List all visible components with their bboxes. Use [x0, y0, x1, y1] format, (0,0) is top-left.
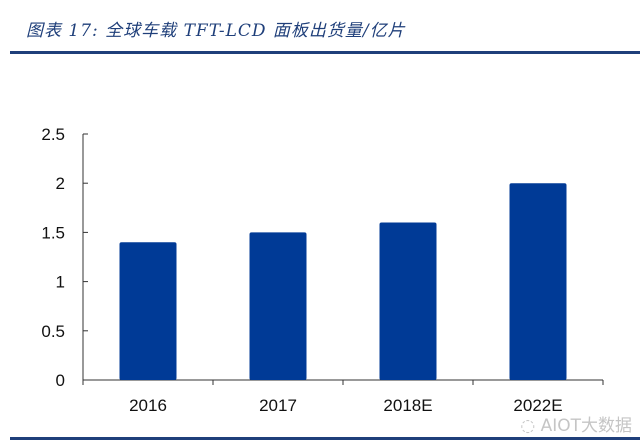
- chart-title: 图表 17: 全球车载 TFT-LCD 面板出货量/亿片: [26, 21, 406, 41]
- watermark-logo: ◌ AIOT大数据: [520, 416, 632, 436]
- y-tick-label: 2: [56, 174, 65, 193]
- bar-2016: [119, 242, 177, 380]
- watermark-text: AIOT大数据: [540, 416, 632, 436]
- footer-rule: [10, 437, 640, 440]
- y-tick-label: 1.5: [41, 223, 65, 242]
- bar-2018E: [379, 222, 437, 380]
- y-tick-label: 0.5: [41, 322, 65, 341]
- y-tick-label: 0: [56, 371, 65, 390]
- y-tick-label: 2.5: [41, 125, 65, 144]
- title-rule: [10, 51, 640, 54]
- x-tick-label: 2017: [259, 396, 297, 415]
- x-tick-label: 2016: [129, 396, 167, 415]
- x-tick-label: 2018E: [383, 396, 432, 415]
- bar-2022E: [509, 183, 567, 380]
- x-tick-label: 2022E: [513, 396, 562, 415]
- bar-2017: [249, 232, 307, 380]
- y-tick-label: 1: [56, 273, 65, 292]
